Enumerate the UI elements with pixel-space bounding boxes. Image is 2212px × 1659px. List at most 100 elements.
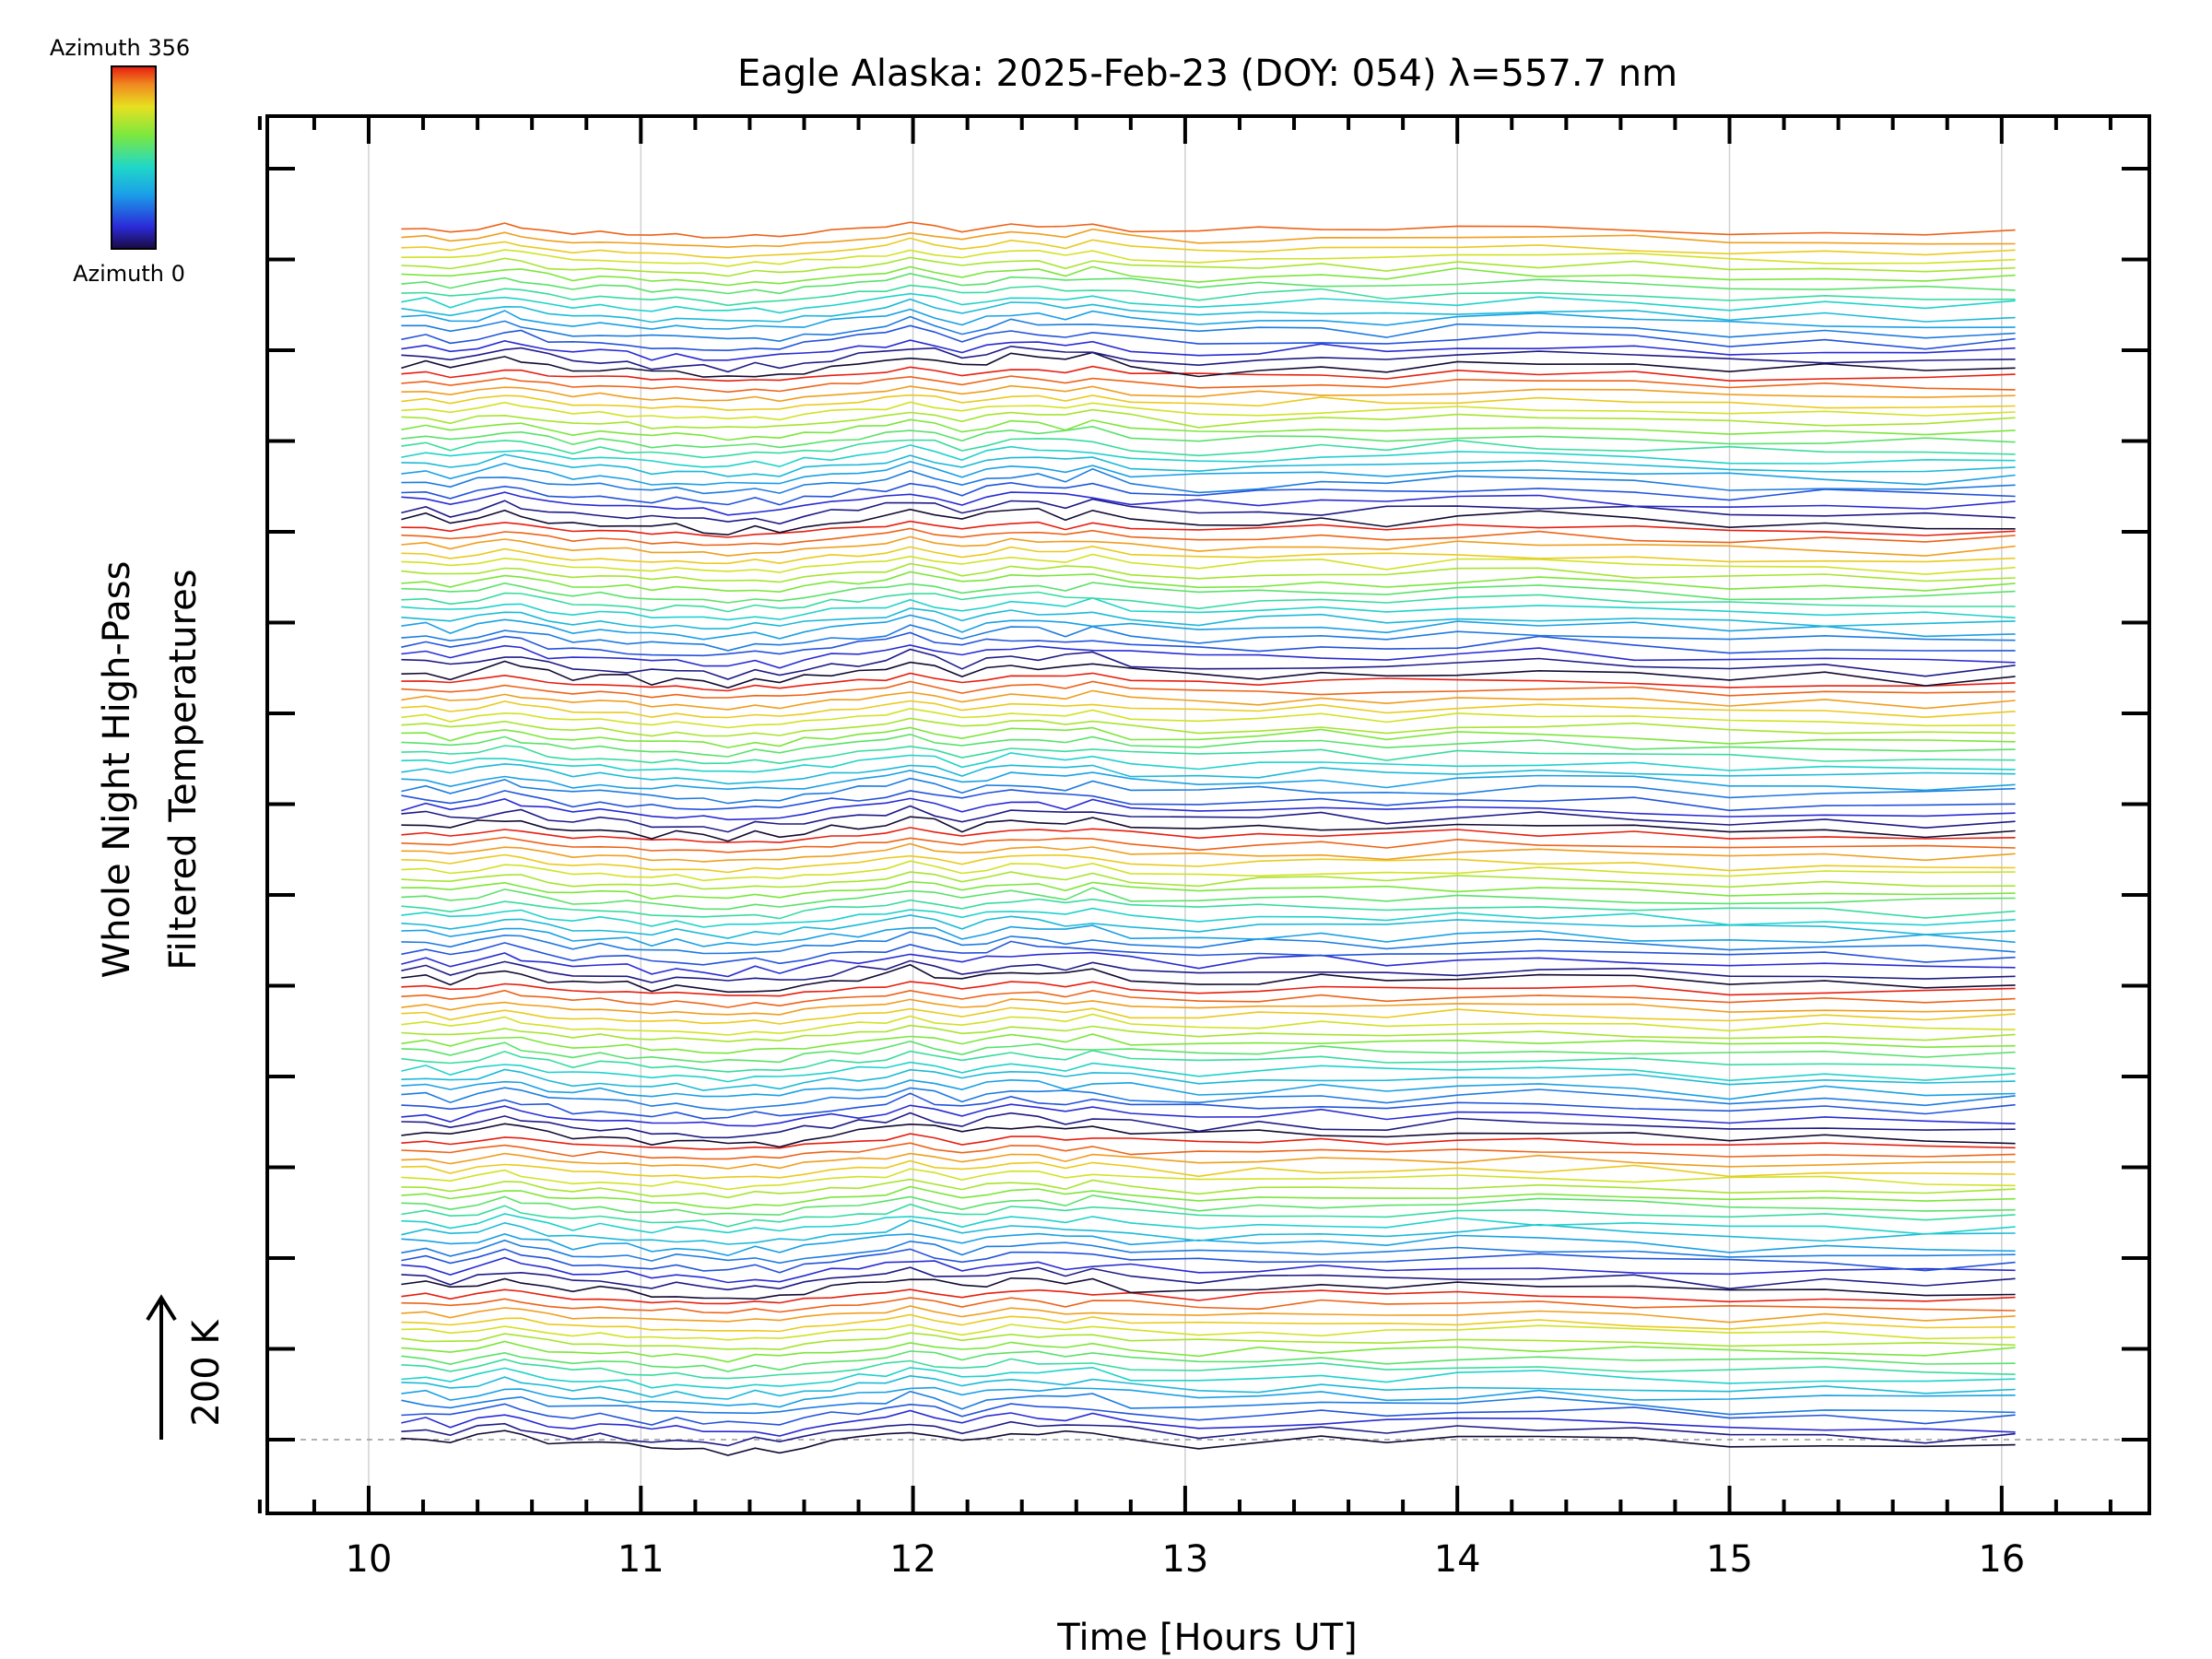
series-line-45 (401, 1024, 2016, 1042)
series-line-62 (401, 871, 2016, 890)
series-line-38 (401, 1087, 2016, 1112)
series-line-31 (401, 1152, 2016, 1170)
azimuth-colorbar: Azimuth 356 Azimuth 0 (50, 35, 190, 287)
series-line-21 (401, 1239, 2016, 1265)
scale-bar-arrowhead (146, 1294, 177, 1322)
series-line-17 (401, 1277, 2016, 1300)
series-line-33 (401, 1133, 2016, 1150)
series-line-101 (401, 520, 2016, 538)
series-line-61 (401, 880, 2016, 900)
series-line-50 (401, 981, 2016, 997)
series-line-108 (401, 453, 2016, 477)
series-line-63 (401, 860, 2016, 882)
series-line-110 (401, 438, 2016, 459)
series-line-16 (401, 1288, 2016, 1305)
series-line-104 (401, 491, 2016, 516)
series-line-23 (401, 1219, 2016, 1245)
series-line-116 (401, 384, 2016, 403)
plot-frame (265, 114, 2151, 1515)
series-line-126 (401, 292, 2016, 314)
series-line-5 (401, 1386, 2016, 1408)
series-line-114 (401, 401, 2016, 421)
series-line-78 (401, 726, 2016, 748)
series-line-95 (401, 571, 2016, 594)
series-line-9 (401, 1350, 2016, 1372)
series-line-102 (401, 507, 2016, 536)
series-line-0 (401, 1430, 2016, 1456)
series-line-39 (401, 1078, 2016, 1100)
x-tick-labels: 10 11 12 13 14 15 16 (346, 1538, 2026, 1581)
series-line-77 (401, 733, 2016, 758)
series-line-2 (401, 1409, 2016, 1437)
series-line-82 (401, 689, 2016, 711)
series-line-8 (401, 1358, 2016, 1380)
series-line-94 (401, 582, 2016, 604)
colorbar-gradient (111, 65, 157, 250)
series-line-20 (401, 1248, 2016, 1274)
series-line-132 (401, 237, 2016, 259)
x-tick-label-12: 12 (889, 1538, 936, 1581)
series-line-88 (401, 631, 2016, 657)
series-line-58 (401, 907, 2016, 928)
series-line-112 (401, 418, 2016, 441)
axes-frame (257, 114, 2151, 1515)
series-line-44 (401, 1033, 2016, 1054)
scale-bar-label: 200 K (185, 1319, 228, 1427)
series-line-55 (401, 931, 2016, 955)
series-line-129 (401, 265, 2016, 287)
series-line-90 (401, 614, 2016, 641)
series-line-103 (401, 498, 2016, 525)
scale-bar: 200 K (146, 1294, 228, 1440)
x-tick-label-14: 14 (1434, 1538, 1481, 1581)
series-line-99 (401, 535, 2016, 557)
series-line-49 (401, 989, 2016, 1008)
x-tick-label-15: 15 (1706, 1538, 1753, 1581)
series-line-117 (401, 375, 2016, 394)
series-line-107 (401, 460, 2016, 486)
series-line-106 (401, 467, 2016, 495)
series-line-18 (401, 1266, 2016, 1291)
series-line-48 (401, 998, 2016, 1016)
chart-title: Eagle Alaska: 2025-Feb-23 (DOY: 054) λ=5… (737, 53, 1677, 95)
series-line-52 (401, 959, 2016, 983)
series-line-73 (401, 770, 2016, 792)
x-tick-label-10: 10 (346, 1538, 393, 1581)
series-line-24 (401, 1213, 2016, 1235)
series-line-97 (401, 553, 2016, 575)
series-line-81 (401, 700, 2016, 719)
series-line-127 (401, 284, 2016, 307)
series-line-80 (401, 707, 2016, 729)
series-line-13 (401, 1313, 2016, 1333)
series-line-54 (401, 940, 2016, 966)
series-line-105 (401, 481, 2016, 506)
series-line-37 (401, 1092, 2016, 1120)
series-line-87 (401, 644, 2016, 669)
series-line-66 (401, 836, 2016, 853)
series-line-115 (401, 394, 2016, 411)
series-line-120 (401, 345, 2016, 373)
series-line-64 (401, 853, 2016, 874)
series-line-10 (401, 1340, 2016, 1363)
series-line-118 (401, 365, 2016, 382)
series-line-65 (401, 842, 2016, 863)
series-line-47 (401, 1006, 2016, 1025)
series-line-85 (401, 660, 2016, 689)
series-line-51 (401, 963, 2016, 994)
y-axis-label-line2: Filtered Temperatures (162, 569, 205, 970)
series-line-19 (401, 1256, 2016, 1284)
series-line-72 (401, 777, 2016, 805)
series-line-122 (401, 324, 2016, 352)
series-line-86 (401, 648, 2016, 680)
series-line-3 (401, 1403, 2016, 1426)
series-line-41 (401, 1061, 2016, 1083)
series-line-25 (401, 1203, 2016, 1228)
colorbar-bottom-label: Azimuth 0 (73, 261, 185, 287)
series-line-124 (401, 308, 2016, 330)
series-line-67 (401, 827, 2016, 843)
series-line-71 (401, 789, 2016, 812)
series-line-35 (401, 1112, 2016, 1139)
series-line-29 (401, 1168, 2016, 1191)
series-line-28 (401, 1178, 2016, 1199)
series-line-91 (401, 607, 2016, 630)
